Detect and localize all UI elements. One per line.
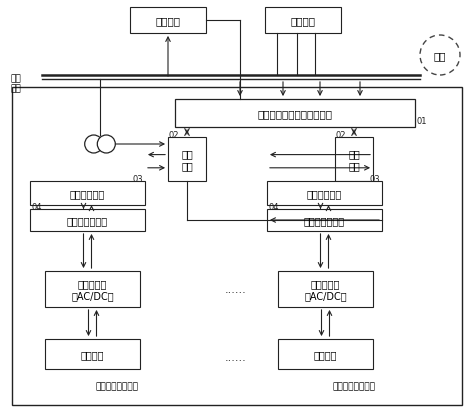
Bar xyxy=(130,8,206,34)
Circle shape xyxy=(85,136,103,154)
Text: 电网调度: 电网调度 xyxy=(291,16,316,26)
Circle shape xyxy=(97,136,115,154)
Bar xyxy=(265,8,341,34)
Text: 01: 01 xyxy=(417,117,428,126)
Text: 常规电池储能系统: 常规电池储能系统 xyxy=(333,381,376,390)
Text: 数据采集: 数据采集 xyxy=(155,16,181,26)
Text: 04: 04 xyxy=(269,202,280,211)
Text: 通讯
模块: 通讯 模块 xyxy=(348,149,360,171)
Text: 通讯
模块: 通讯 模块 xyxy=(181,149,193,171)
Text: 储能变流器
（AC/DC）: 储能变流器 （AC/DC） xyxy=(304,278,347,300)
Text: 就地监控系统: 就地监控系统 xyxy=(307,189,342,199)
Text: 自适应控制模块: 自适应控制模块 xyxy=(304,216,345,225)
Bar xyxy=(168,138,206,182)
Circle shape xyxy=(420,36,460,76)
Bar xyxy=(30,182,145,206)
Text: 03: 03 xyxy=(369,174,380,183)
Bar xyxy=(175,100,415,128)
Text: 储能电池: 储能电池 xyxy=(314,349,337,359)
Bar xyxy=(20,168,215,395)
Bar xyxy=(267,209,382,231)
Text: 电池储能系统能量管控系统: 电池储能系统能量管控系统 xyxy=(257,109,332,119)
Bar xyxy=(267,182,382,206)
Text: 梯次利用储能系统: 梯次利用储能系统 xyxy=(96,381,139,390)
Bar xyxy=(278,271,373,307)
Text: 储能变流器
（AC/DC）: 储能变流器 （AC/DC） xyxy=(71,278,114,300)
Text: 电网: 电网 xyxy=(434,51,446,61)
Text: 交流
母线: 交流 母线 xyxy=(10,74,21,93)
Bar xyxy=(278,339,373,369)
Text: 02: 02 xyxy=(336,130,346,139)
Text: 就地监控系统: 就地监控系统 xyxy=(70,189,105,199)
Bar xyxy=(335,138,373,182)
Text: 03: 03 xyxy=(132,174,143,183)
Text: ......: ...... xyxy=(225,284,247,294)
Bar xyxy=(257,168,452,395)
Text: 自适应控制模块: 自适应控制模块 xyxy=(67,216,108,225)
Bar xyxy=(45,271,140,307)
Bar xyxy=(45,339,140,369)
Bar xyxy=(30,209,145,231)
Text: ......: ...... xyxy=(225,352,247,362)
Text: 02: 02 xyxy=(169,130,180,139)
Bar xyxy=(12,88,462,405)
Text: 储能电池: 储能电池 xyxy=(81,349,104,359)
Text: 04: 04 xyxy=(32,202,43,211)
